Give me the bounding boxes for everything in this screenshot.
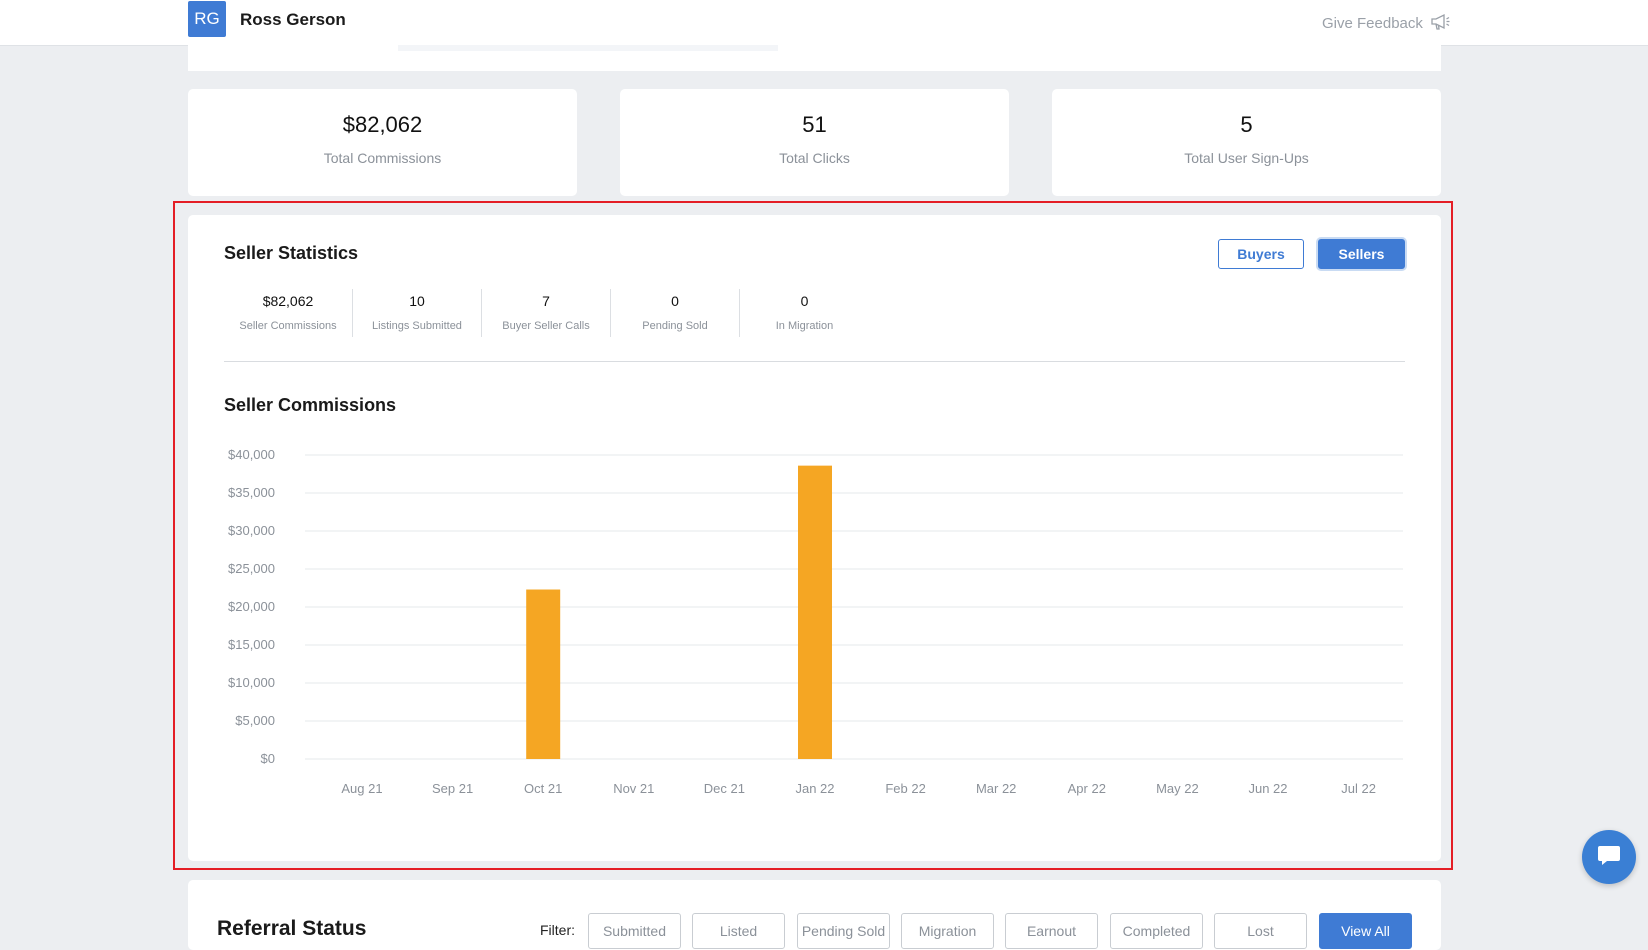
x-tick-label: May 22	[1156, 781, 1199, 796]
top-bar: RG Ross Gerson Give Feedback	[0, 0, 1648, 46]
chat-bubble-icon	[1595, 841, 1623, 874]
seller-commissions-chart: $0 $5,000 $10,000 $15,000 $20,000 $25,000 $30,…	[228, 447, 1403, 796]
y-tick-label: $15,000	[228, 637, 275, 652]
metric-label: In Migration	[775, 320, 834, 332]
y-tick-label: $0	[261, 751, 275, 766]
x-tick-label: Jan 22	[795, 781, 834, 796]
referral-status-title: Referral Status	[217, 917, 367, 940]
x-tick-label: Jun 22	[1248, 781, 1287, 796]
filter-label: Filter:	[540, 922, 575, 938]
y-tick-label: $30,000	[228, 523, 275, 538]
metric-label: Seller Commissions	[239, 320, 337, 332]
metric-listings-submitted: 10 Listings Submitted	[353, 289, 482, 337]
metric-label: Listings Submitted	[372, 320, 462, 332]
metric-value: 10	[409, 293, 425, 309]
summary-label: Total User Sign-Ups	[1184, 150, 1309, 166]
metric-value: 0	[800, 293, 809, 309]
chat-button[interactable]	[1582, 830, 1636, 884]
x-tick-label: Dec 21	[704, 781, 745, 796]
x-tick-label: Apr 22	[1068, 781, 1106, 796]
metric-pending-sold: 0 Pending Sold	[611, 289, 740, 337]
sellers-toggle-button[interactable]: Sellers	[1318, 239, 1405, 269]
buyers-toggle-button[interactable]: Buyers	[1218, 239, 1304, 269]
top-strip-card	[188, 45, 1441, 71]
x-tick-label: Mar 22	[976, 781, 1016, 796]
metric-value: 7	[542, 293, 550, 309]
metric-label: Buyer Seller Calls	[502, 320, 590, 332]
seller-statistics-title: Seller Statistics	[224, 243, 359, 263]
bar-oct-21[interactable]	[526, 589, 561, 759]
metric-value: $82,062	[262, 293, 314, 309]
metric-value: 0	[671, 293, 679, 309]
filter-completed-button[interactable]: Completed	[1110, 913, 1203, 949]
megaphone-icon	[1429, 11, 1451, 35]
metric-in-migration: 0 In Migration	[740, 289, 869, 337]
y-tick-label: $25,000	[228, 561, 275, 576]
y-tick-label: $35,000	[228, 485, 275, 500]
metric-buyer-seller-calls: 7 Buyer Seller Calls	[482, 289, 611, 337]
seller-metrics-row: $82,062 Seller Commissions 10 Listings S…	[224, 289, 869, 337]
y-tick-label: $40,000	[228, 447, 275, 462]
x-tick-label: Oct 21	[524, 781, 562, 796]
x-tick-label: Sep 21	[432, 781, 473, 796]
selection-highlight	[173, 201, 1453, 870]
filter-listed-button[interactable]: Listed	[692, 913, 785, 949]
summary-card-commissions: $82,062 Total Commissions	[188, 89, 577, 196]
filter-pending-sold-button[interactable]: Pending Sold	[797, 913, 890, 949]
strip-bar	[398, 45, 778, 51]
summary-card-clicks: 51 Total Clicks	[620, 89, 1009, 196]
stats-divider	[224, 361, 1405, 362]
give-feedback-label: Give Feedback	[1322, 14, 1423, 32]
summary-card-signups: 5 Total User Sign-Ups	[1052, 89, 1441, 196]
y-tick-label: $10,000	[228, 675, 275, 690]
referral-status-card: Referral Status Filter: Submitted Listed…	[188, 880, 1441, 950]
summary-label: Total Clicks	[779, 150, 850, 166]
avatar[interactable]: RG	[188, 1, 226, 37]
view-all-button[interactable]: View All	[1319, 913, 1412, 949]
bar-jan-22[interactable]	[798, 465, 832, 759]
seller-statistics-card: Seller Statistics Buyers Sellers $82,062…	[188, 215, 1441, 861]
summary-value: $82,062	[342, 112, 423, 137]
summary-label: Total Commissions	[323, 150, 442, 166]
summary-value: 5	[1240, 112, 1253, 137]
x-tick-label: Nov 21	[613, 781, 654, 796]
x-tick-label: Jul 22	[1341, 781, 1376, 796]
x-tick-label: Feb 22	[885, 781, 925, 796]
metric-seller-commissions: $82,062 Seller Commissions	[224, 289, 353, 337]
y-tick-label: $5,000	[235, 713, 275, 728]
metric-label: Pending Sold	[642, 320, 708, 332]
filter-earnout-button[interactable]: Earnout	[1005, 913, 1098, 949]
seller-commissions-chart-title: Seller Commissions	[224, 395, 397, 415]
user-name[interactable]: Ross Gerson	[240, 10, 346, 29]
summary-value: 51	[802, 112, 827, 137]
y-tick-label: $20,000	[228, 599, 275, 614]
give-feedback-button[interactable]: Give Feedback	[1322, 11, 1451, 35]
x-tick-label: Aug 21	[341, 781, 382, 796]
filter-submitted-button[interactable]: Submitted	[588, 913, 681, 949]
